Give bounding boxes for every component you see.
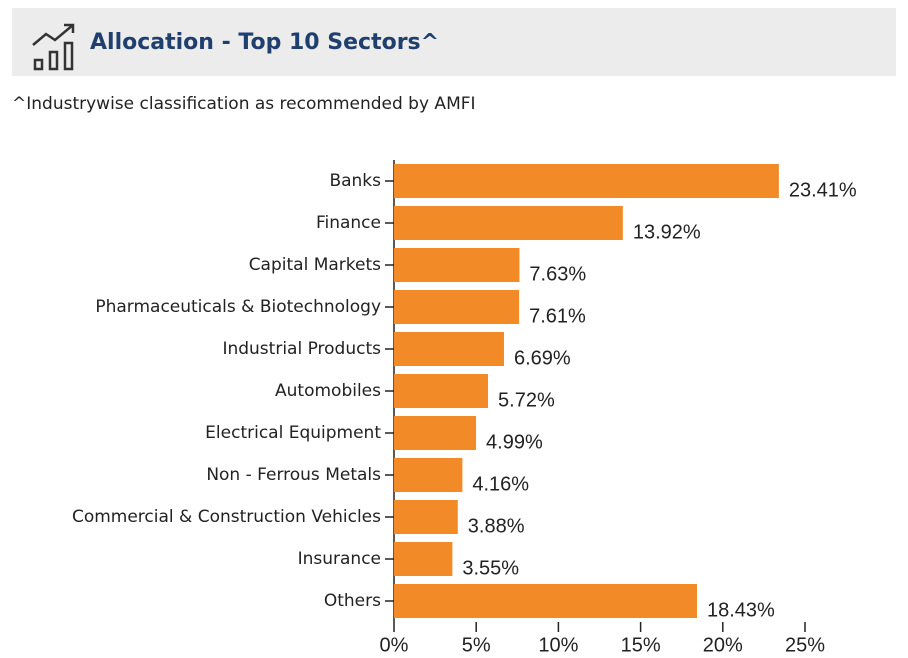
value-label: 13.92% xyxy=(633,221,701,243)
x-tick-label: 15% xyxy=(621,634,661,656)
x-tick-label: 0% xyxy=(380,634,409,656)
y-tick-label: Others xyxy=(324,591,381,611)
x-tick-label: 5% xyxy=(462,634,491,656)
value-label: 7.63% xyxy=(529,263,586,285)
y-tick-label: Commercial & Construction Vehicles xyxy=(72,507,381,527)
chart-icon xyxy=(32,23,75,71)
bar xyxy=(394,416,477,450)
header-band xyxy=(12,8,896,76)
x-tick-label: 20% xyxy=(703,634,743,656)
bar xyxy=(394,332,504,366)
value-label: 23.41% xyxy=(789,179,857,201)
bar xyxy=(394,500,458,534)
value-label: 6.69% xyxy=(514,347,571,369)
bar xyxy=(394,290,520,324)
value-label: 18.43% xyxy=(707,599,775,621)
bar xyxy=(394,542,453,576)
y-tick-label: Industrial Products xyxy=(222,339,381,359)
y-tick-label: Capital Markets xyxy=(249,255,381,275)
y-tick-label: Pharmaceuticals & Biotechnology xyxy=(95,297,381,317)
y-tick-label: Finance xyxy=(316,213,381,233)
bar xyxy=(394,458,463,492)
y-tick-label: Automobiles xyxy=(275,381,381,401)
y-tick-label: Electrical Equipment xyxy=(205,423,381,443)
header-title: Allocation - Top 10 Sectors^ xyxy=(90,30,439,55)
x-tick-label: 10% xyxy=(538,634,578,656)
y-tick-label: Banks xyxy=(329,171,381,191)
subtitle: ^Industrywise classification as recommen… xyxy=(12,94,476,114)
bar xyxy=(394,584,697,618)
bar xyxy=(394,248,520,282)
value-label: 7.61% xyxy=(529,305,586,327)
value-label: 3.55% xyxy=(462,557,519,579)
y-tick-label: Insurance xyxy=(298,549,381,569)
y-tick-label: Non - Ferrous Metals xyxy=(206,465,381,485)
value-label: 4.99% xyxy=(486,431,543,453)
value-label: 5.72% xyxy=(498,389,555,411)
bar xyxy=(394,206,623,240)
value-label: 3.88% xyxy=(468,515,525,537)
bar xyxy=(394,374,489,408)
x-tick-label: 25% xyxy=(785,634,825,656)
bar xyxy=(394,164,779,198)
value-label: 4.16% xyxy=(472,473,529,495)
